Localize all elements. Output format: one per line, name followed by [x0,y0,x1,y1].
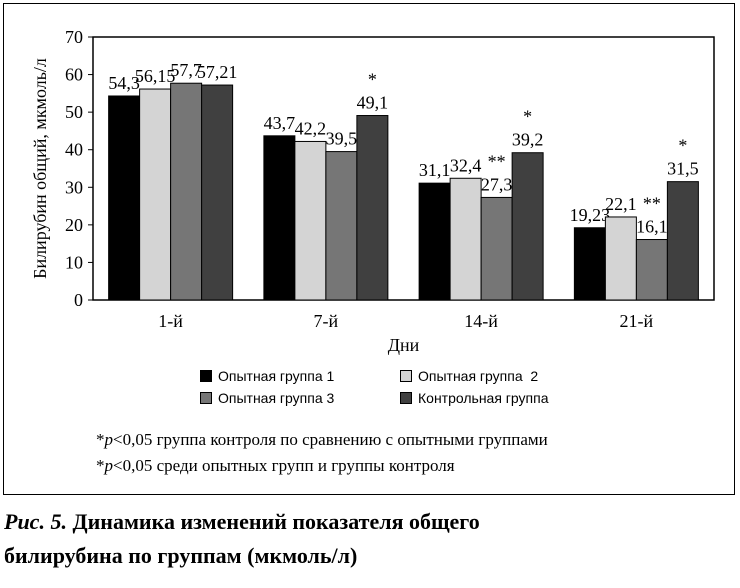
significance-mark: * [368,70,377,90]
bar-chart: 0 10 20 30 40 50 60 70 Билирубин общий, мкмоль/л… [30,27,715,355]
data-label: 54,3 [108,73,140,93]
significance-mark: ** [643,194,661,214]
data-label: 57,7 [170,60,202,80]
note-1-text: <0,05 группа контроля по сравнению с опы… [113,430,548,449]
y-tick-label: 70 [65,27,83,47]
legend-swatch-group-1 [200,370,212,382]
significance-mark: ** [488,151,506,171]
y-tick-label: 40 [65,140,83,160]
x-tick-label: 21-й [620,311,654,331]
bar [170,82,203,301]
legend-swatch-control [400,392,412,404]
bar [263,135,296,301]
x-tick-label: 7-й [314,311,339,331]
y-tick-label: 0 [74,290,83,310]
y-tick-label: 30 [65,177,83,197]
data-label: 19,23 [570,205,611,225]
bar [511,152,544,301]
data-label: 32,4 [450,155,482,175]
note-2-p: p [104,456,114,475]
legend-label-group-3: Опытная группа 3 [218,390,335,406]
data-label: 16,1 [636,217,668,237]
caption-figure-label: Рис. 5. [4,509,67,534]
bar [108,95,141,301]
bar [139,88,172,301]
x-axis-label: Дни [388,335,420,355]
legend: Опытная группа 1 Опытная группа 2 Опытна… [200,368,600,412]
bar [635,239,668,301]
legend-label-group-2: Опытная группа 2 [418,368,539,384]
y-tick-label: 10 [65,252,83,272]
data-label: 42,2 [295,118,327,138]
figure-frame [3,3,735,495]
bar [604,216,637,301]
significance-mark: * [523,107,532,127]
legend-item-control: Контрольная группа [400,390,548,406]
bar [573,227,606,301]
data-label: 39,5 [326,129,358,149]
legend-label-control: Контрольная группа [418,390,549,406]
data-label: 39,2 [512,130,544,150]
note-2-mark: * [96,456,105,475]
note-1-mark: * [96,430,105,449]
note-2: *p<0,05 среди опытных групп и группы кон… [96,453,548,479]
legend-item-group-1: Опытная группа 1 [200,368,334,384]
significance-notes: *p<0,05 группа контроля по сравнению с о… [96,427,548,479]
bar [418,182,451,301]
y-tick-label: 50 [65,102,83,122]
legend-label-group-1: Опытная группа 1 [218,368,335,384]
note-1: *p<0,05 группа контроля по сравнению с о… [96,427,548,453]
plot-area [92,36,715,301]
legend-item-group-3: Опытная группа 3 [200,390,334,406]
data-label: 27,3 [481,174,513,194]
figure-caption: Рис. 5. Динамика изменений показателя об… [4,505,734,573]
x-tick-label: 14-й [464,311,498,331]
caption-line-1: Рис. 5. Динамика изменений показателя об… [4,505,734,539]
data-label: 31,5 [667,159,699,179]
bar [325,151,358,301]
bar [480,196,513,301]
note-2-text: <0,05 среди опытных групп и группы контр… [113,456,455,475]
bar [449,177,482,301]
note-1-p: p [104,430,114,449]
data-label: 57,21 [197,62,238,82]
data-label: 56,15 [135,66,176,86]
legend-item-group-2: Опытная группа 2 [400,368,538,384]
bar [294,140,327,301]
bar [356,115,389,301]
y-tick-label: 60 [65,65,83,85]
data-label: 31,1 [419,160,451,180]
bar [666,181,699,301]
data-label: 49,1 [357,93,389,113]
data-label: 43,7 [264,113,296,133]
legend-swatch-group-2 [400,370,412,382]
significance-mark: * [678,136,687,156]
y-tick-label: 20 [65,215,83,235]
legend-swatch-group-3 [200,392,212,404]
x-tick-label: 1-й [158,311,183,331]
data-label: 22,1 [605,194,637,214]
caption-title-2: билирубина по группам (мкмоль/л) [4,543,358,568]
y-axis-label: Билирубин общий, мкмоль/л [30,58,50,279]
caption-title-1: Динамика изменений показателя общего [72,509,480,534]
bar [201,84,234,301]
